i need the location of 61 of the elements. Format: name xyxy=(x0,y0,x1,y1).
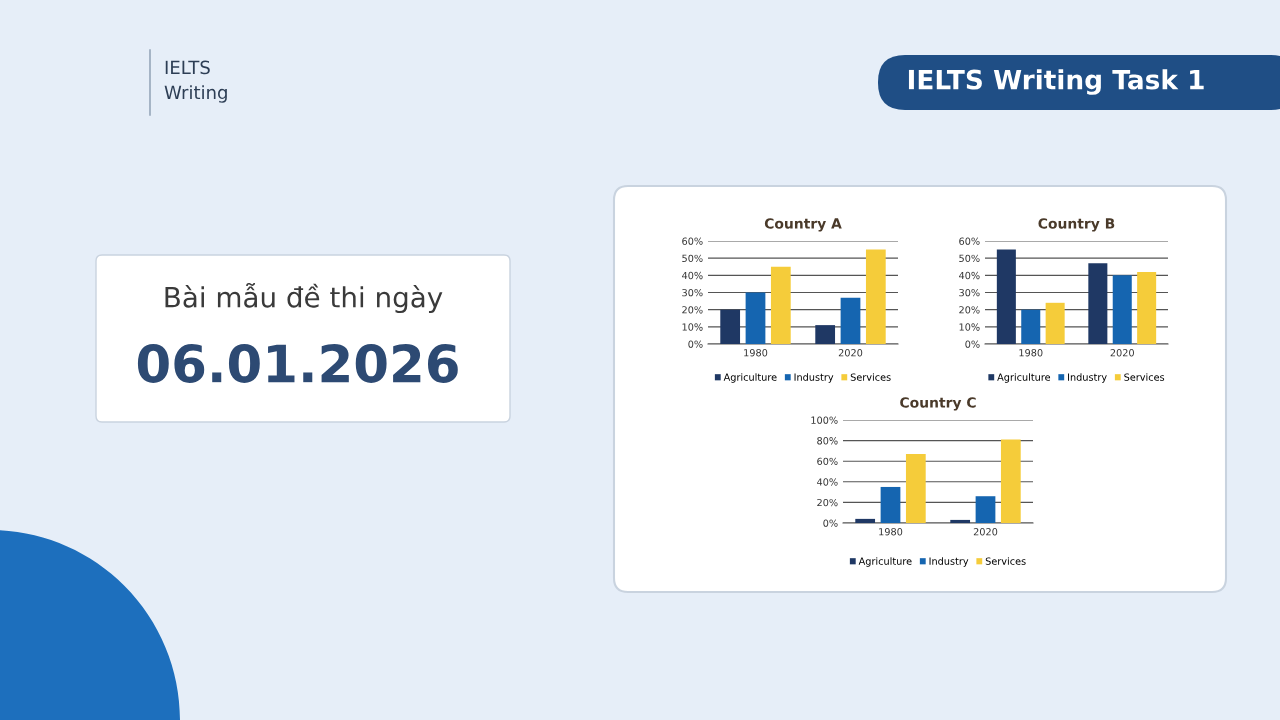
y-tick-label: 50% xyxy=(959,254,980,262)
bar xyxy=(1112,275,1132,344)
bar xyxy=(840,297,861,344)
legend-label: Agriculture xyxy=(723,373,777,383)
y-tick-label: 20% xyxy=(959,306,980,314)
text: IELTS Writing Task 1 xyxy=(908,69,1204,95)
bar xyxy=(1000,439,1021,523)
x-tick-label: 2020 xyxy=(1110,349,1134,357)
y-tick-label: 40% xyxy=(817,478,838,486)
text: IELTS xyxy=(165,60,210,75)
bar xyxy=(720,309,741,344)
chart-title: Country A xyxy=(764,218,842,232)
y-tick-label: 0% xyxy=(688,340,703,348)
bar xyxy=(770,266,791,344)
y-tick-label: 20% xyxy=(817,498,838,507)
y-tick-label: 10% xyxy=(959,323,980,331)
x-tick-label: 2020 xyxy=(973,528,998,536)
y-tick-label: 80% xyxy=(817,437,838,445)
legend-label: Agriculture xyxy=(997,373,1051,383)
legend-label: Services xyxy=(850,373,891,381)
x-tick-label: 1980 xyxy=(879,528,903,536)
legend-label: Services xyxy=(1124,373,1165,381)
legend-label: Industry xyxy=(929,557,969,567)
y-tick-label: 60% xyxy=(682,237,703,245)
bar xyxy=(855,518,876,523)
text: Bài mẫu đề thi ngày xyxy=(165,282,443,314)
bar xyxy=(905,453,926,523)
bar xyxy=(996,249,1016,344)
legend-label: Services xyxy=(985,557,1026,565)
y-tick-label: 30% xyxy=(959,288,980,297)
text: 06.01.2026 xyxy=(137,344,458,383)
y-tick-label: 10% xyxy=(682,323,703,331)
chart-title: Country C xyxy=(900,397,976,411)
y-tick-label: 30% xyxy=(682,288,703,297)
y-tick-label: 40% xyxy=(682,271,703,280)
text: Writing xyxy=(164,85,227,103)
chart-title: Country B xyxy=(1038,218,1115,232)
y-tick-label: 20% xyxy=(682,306,703,314)
y-tick-label: 60% xyxy=(817,457,838,466)
legend-label: Industry xyxy=(1068,373,1107,383)
y-tick-label: 100% xyxy=(811,416,838,424)
y-tick-label: 0% xyxy=(823,519,838,527)
bar xyxy=(1137,271,1157,344)
y-tick-label: 60% xyxy=(959,237,980,245)
bar xyxy=(815,325,836,344)
bar xyxy=(865,249,886,344)
y-tick-label: 40% xyxy=(959,271,980,280)
y-tick-label: 50% xyxy=(682,254,703,262)
bar xyxy=(1088,263,1108,344)
y-tick-label: 0% xyxy=(965,340,980,348)
legend-label: Agriculture xyxy=(858,557,912,567)
bar xyxy=(745,292,766,344)
bar xyxy=(1021,309,1041,344)
x-tick-label: 2020 xyxy=(838,349,863,357)
x-tick-label: 1980 xyxy=(1019,349,1043,357)
bar xyxy=(950,519,971,523)
bar xyxy=(1045,302,1065,344)
bar xyxy=(975,496,996,523)
legend-label: Industry xyxy=(794,373,834,383)
x-tick-label: 1980 xyxy=(744,349,768,357)
bar xyxy=(880,486,901,523)
